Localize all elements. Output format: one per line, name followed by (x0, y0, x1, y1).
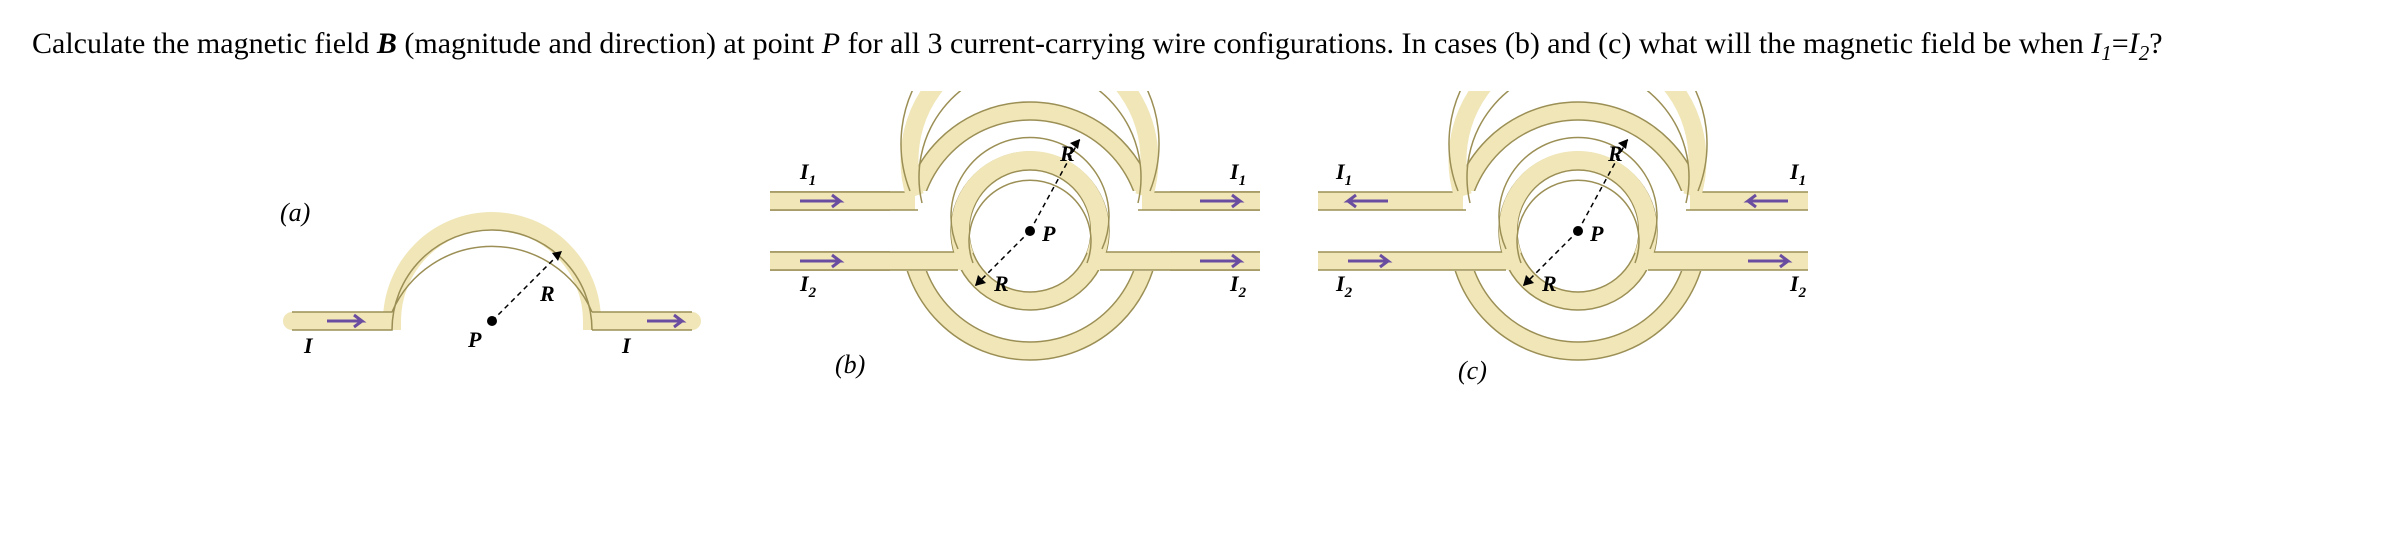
sub-1rc: 1 (1799, 173, 1807, 189)
sub-2rc: 2 (1798, 285, 1807, 301)
symbol-P: P (822, 27, 840, 60)
svg-text:I2: I2 (1229, 271, 1247, 301)
figure-b: I1 I2 I1 I2 R R P (b) (740, 91, 1280, 411)
sub-1: 1 (809, 173, 817, 189)
text-part: Calculate the magnetic field (32, 27, 377, 60)
text-eq: = (2112, 27, 2129, 60)
svg-text:I1: I1 (1335, 159, 1352, 189)
subscript-2: 2 (2139, 41, 2150, 65)
current-I-right: I (621, 333, 632, 358)
R-outer-c: R (1607, 141, 1623, 166)
svg-text:I2: I2 (1789, 271, 1807, 301)
problem-text: Calculate the magnetic field B (magnitud… (32, 24, 2232, 67)
sub-2c: 2 (1344, 285, 1353, 301)
figure-c: I1 I2 I1 I2 R R P (c) (1288, 91, 1828, 411)
svg-text:I2: I2 (799, 271, 817, 301)
text-part: (magnitude and direction) at point (397, 27, 822, 60)
point-P-b: P (1041, 221, 1056, 246)
point-P: P (467, 327, 482, 352)
sub-1c: 1 (1345, 173, 1353, 189)
R-inner-c: R (1541, 271, 1557, 296)
text-q: ? (2149, 27, 2162, 60)
R-inner: R (993, 271, 1009, 296)
sub-2r: 2 (1238, 285, 1247, 301)
subscript-1: 1 (2101, 41, 2112, 65)
svg-text:I1: I1 (799, 159, 816, 189)
point-P-c: P (1589, 221, 1604, 246)
figures-row: (a) I I R P (32, 91, 2366, 411)
current-I-left: I (303, 333, 314, 358)
R-outer: R (1059, 141, 1075, 166)
radius-R: R (539, 281, 555, 306)
sub-2: 2 (808, 285, 817, 301)
figure-a: (a) I I R P (252, 101, 732, 401)
svg-text:I1: I1 (1229, 159, 1246, 189)
label-a: (a) (280, 198, 310, 227)
svg-text:I1: I1 (1789, 159, 1806, 189)
label-c: (c) (1458, 356, 1487, 385)
symbol-I1: I (2091, 27, 2101, 60)
symbol-I2: I (2129, 27, 2139, 60)
text-part: for all 3 current-carrying wire configur… (840, 27, 2091, 60)
sub-1r: 1 (1239, 173, 1247, 189)
symbol-B: B (377, 27, 397, 60)
label-b: (b) (835, 350, 865, 379)
svg-text:I2: I2 (1335, 271, 1353, 301)
